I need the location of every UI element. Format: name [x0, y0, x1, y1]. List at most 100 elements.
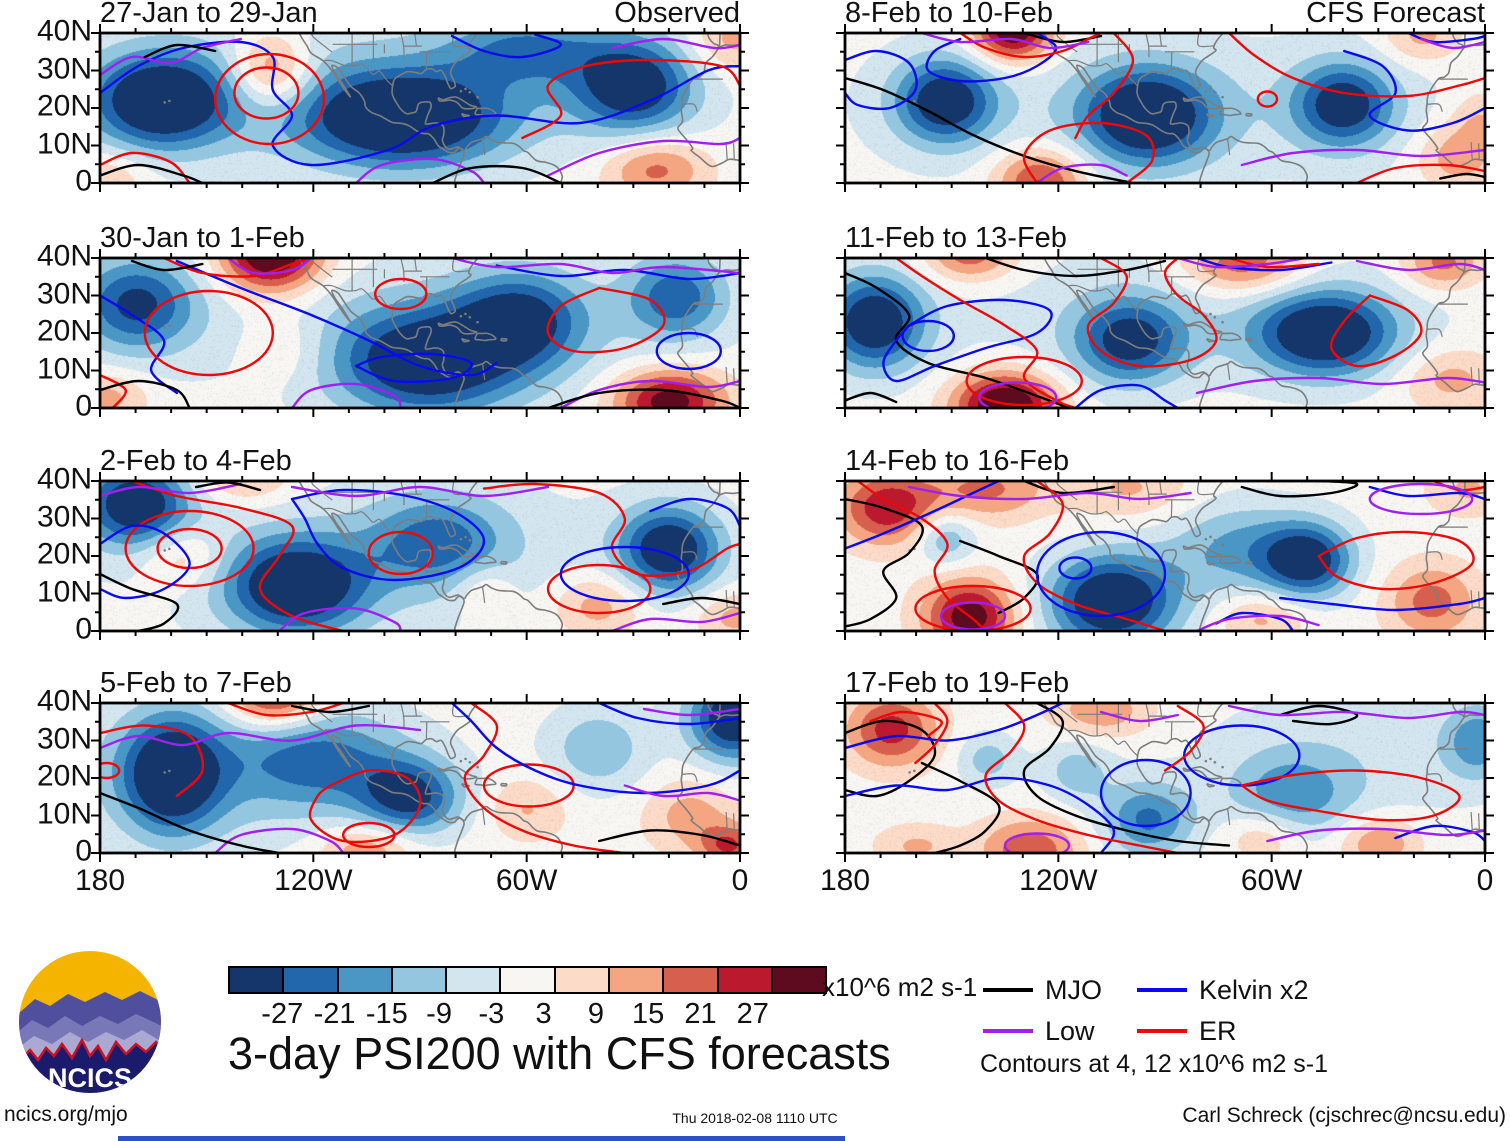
coastline: [298, 33, 465, 183]
panel-title: 11-Feb to 13-Feb: [845, 222, 1485, 254]
coastline: [1182, 766, 1223, 780]
er-wave-contour: [1074, 33, 1135, 140]
political-border: [1426, 773, 1443, 783]
colorbar-tick-label: -3: [478, 998, 505, 1030]
x-tick-label: 120W: [274, 864, 353, 897]
x-tick-label: 0: [1476, 864, 1494, 897]
panel-date-range: 17-Feb to 19-Feb: [845, 667, 1070, 699]
panel-date-range: 30-Jan to 1-Feb: [100, 222, 305, 254]
panel-column-header: CFS Forecast: [1306, 0, 1485, 29]
legend-item: Low: [983, 1016, 1095, 1046]
coastline: [718, 713, 740, 718]
kelvin-wave-contour: [495, 264, 740, 281]
political-border: [414, 33, 417, 46]
panel-overlay: [91, 249, 749, 417]
mjo-wave-contour: [431, 164, 562, 183]
island-dot: [476, 543, 479, 547]
coastline: [437, 544, 478, 558]
political-border: [681, 773, 698, 783]
panel-title: 30-Jan to 1-Feb: [100, 222, 740, 254]
panel-border: [843, 479, 1487, 633]
y-tick-label: 20N: [36, 314, 92, 348]
er-wave-contour: [914, 703, 949, 765]
kelvin-wave-contour: [882, 298, 1053, 383]
political-border: [1197, 258, 1215, 273]
er-wave-contour: [869, 710, 943, 738]
political-border: [482, 808, 486, 825]
y-tick-label: 10N: [36, 575, 92, 609]
low-wave-contour: [610, 611, 740, 631]
island-dot: [464, 87, 467, 91]
mjo-wave-contour: [1279, 704, 1359, 726]
coastline: [391, 481, 564, 631]
er-wave-contour: [482, 763, 575, 808]
coastline: [460, 337, 470, 343]
map-panel: 11-Feb to 13-Feb: [836, 222, 1494, 417]
er-wave-contour: [521, 58, 740, 140]
colorbar-tick-label: 27: [736, 998, 769, 1030]
map-panel: 30-Jan to 1-Feb: [91, 222, 749, 417]
er-wave-contour: [162, 258, 313, 278]
kelvin-wave-contour: [1407, 33, 1485, 44]
logo-ridge-line: [19, 1037, 161, 1063]
y-tick-label: 0: [75, 164, 92, 198]
colorbar-segment: [664, 968, 719, 992]
panel-title: 2-Feb to 4-Feb: [100, 445, 740, 477]
island-dot: [913, 769, 916, 773]
er-wave-contour: [100, 724, 205, 798]
political-border: [400, 481, 405, 506]
coastline: [676, 481, 740, 616]
low-wave-contour: [290, 485, 550, 498]
colorbar-segment: [718, 968, 773, 992]
kelvin-wave-contour: [450, 33, 563, 59]
kelvin-wave-contour: [1343, 49, 1485, 132]
political-border: [733, 591, 735, 608]
political-border: [1145, 703, 1150, 728]
mjo-wave-contour: [100, 791, 281, 853]
mjo-wave-contour: [1023, 481, 1115, 495]
mjo-wave-contour: [662, 596, 740, 606]
panel-title: 14-Feb to 16-Feb: [845, 445, 1485, 477]
political-border: [311, 258, 333, 278]
political-border: [1067, 507, 1139, 535]
panel-border: [843, 31, 1487, 185]
panel-overlay: [836, 24, 1494, 192]
coastline: [391, 33, 564, 183]
political-border: [1197, 703, 1215, 718]
legend-item: Kelvin x2: [1137, 975, 1309, 1005]
low-wave-contour: [1227, 704, 1485, 720]
low-wave-contour: [354, 157, 486, 183]
legend-item: ER: [1137, 1016, 1237, 1046]
coastline: [676, 33, 740, 168]
low-wave-contour: [1419, 37, 1485, 50]
colorbar-tick-label: -9: [426, 998, 452, 1030]
political-border: [414, 258, 417, 271]
coastline: [1245, 560, 1253, 565]
island-dot: [1204, 537, 1208, 541]
legend-label: MJO: [1045, 974, 1102, 1005]
er-wave-contour: [100, 373, 127, 408]
panel-date-range: 14-Feb to 16-Feb: [845, 445, 1070, 477]
island-dot: [459, 314, 463, 318]
political-border: [311, 33, 333, 53]
colorbar: [228, 966, 828, 994]
mjo-wave-contour: [100, 379, 191, 408]
panel-date-range: 27-Jan to 29-Jan: [100, 0, 318, 29]
low-wave-contour: [623, 784, 740, 802]
coastline: [1136, 481, 1309, 631]
political-border: [322, 729, 394, 757]
er-wave-contour: [1329, 294, 1423, 368]
mjo-wave-contour: [100, 572, 180, 631]
er-wave-contour: [965, 355, 1083, 407]
island-dot: [1209, 757, 1212, 761]
kelvin-wave-contour: [845, 776, 1116, 853]
coastline: [1421, 33, 1485, 168]
mjo-wave-contour: [845, 497, 924, 628]
y-tick-label: 20N: [36, 89, 92, 123]
coastline: [437, 766, 478, 780]
coastline: [1182, 321, 1223, 335]
political-border: [1159, 703, 1162, 716]
er-wave-contour: [100, 761, 121, 780]
mjo-wave-contour: [130, 259, 204, 272]
er-wave-contour: [959, 33, 1103, 59]
